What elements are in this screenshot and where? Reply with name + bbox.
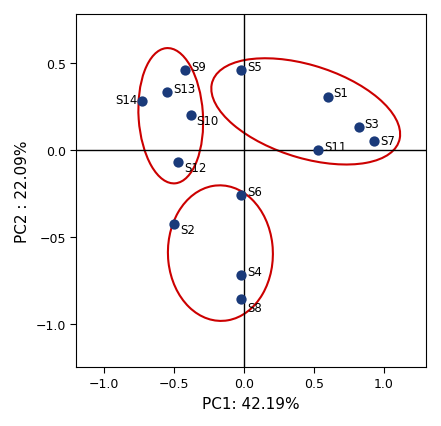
Text: S13: S13 bbox=[173, 83, 195, 96]
Point bbox=[238, 272, 245, 279]
Text: S6: S6 bbox=[247, 185, 262, 199]
Text: S14: S14 bbox=[116, 93, 138, 106]
Point bbox=[175, 159, 182, 166]
Text: S11: S11 bbox=[324, 140, 346, 153]
Point bbox=[164, 89, 171, 96]
Text: S5: S5 bbox=[247, 60, 262, 74]
Text: S12: S12 bbox=[184, 161, 206, 174]
Point bbox=[238, 296, 245, 303]
Point bbox=[171, 222, 178, 228]
Y-axis label: PC2 : 22.09%: PC2 : 22.09% bbox=[15, 140, 30, 242]
Text: S1: S1 bbox=[334, 86, 348, 100]
Text: S8: S8 bbox=[247, 302, 262, 315]
X-axis label: PC1: 42.19%: PC1: 42.19% bbox=[202, 396, 300, 411]
Point bbox=[238, 67, 245, 74]
Text: S7: S7 bbox=[380, 135, 395, 148]
Text: S10: S10 bbox=[197, 114, 219, 127]
Point bbox=[355, 124, 363, 131]
Text: S3: S3 bbox=[364, 118, 379, 131]
Text: S9: S9 bbox=[191, 60, 206, 74]
Point bbox=[138, 98, 146, 105]
Text: S2: S2 bbox=[180, 224, 195, 236]
Point bbox=[371, 138, 378, 145]
Point bbox=[325, 95, 332, 102]
Point bbox=[187, 112, 194, 119]
Text: S4: S4 bbox=[247, 265, 262, 278]
Point bbox=[238, 192, 245, 199]
Point bbox=[315, 147, 322, 154]
Point bbox=[182, 67, 189, 74]
